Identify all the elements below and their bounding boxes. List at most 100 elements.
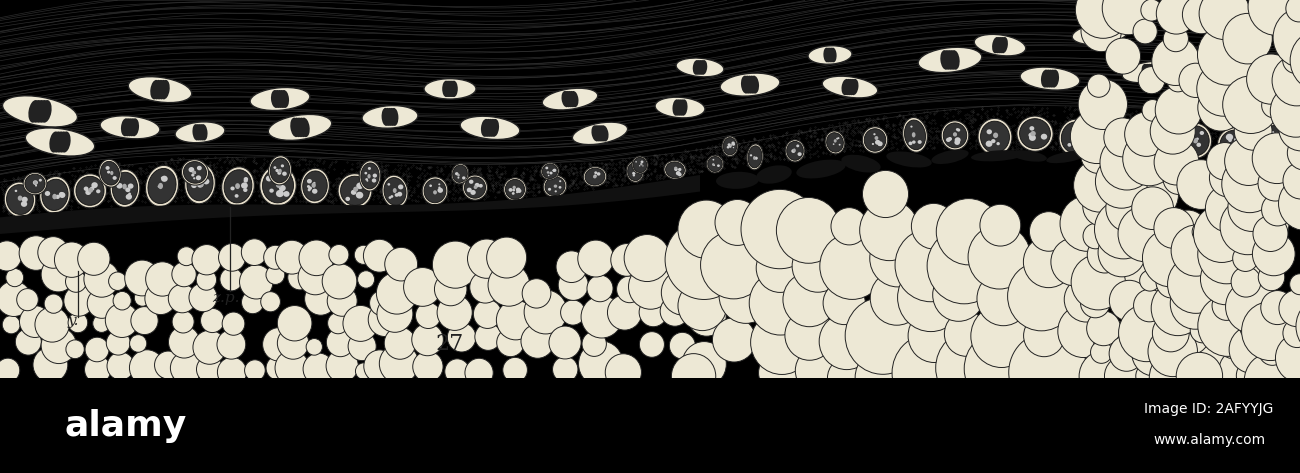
Ellipse shape <box>295 118 306 137</box>
Ellipse shape <box>679 168 681 171</box>
Ellipse shape <box>1154 139 1199 185</box>
Ellipse shape <box>49 131 60 153</box>
Ellipse shape <box>176 122 225 143</box>
Ellipse shape <box>827 132 844 152</box>
Ellipse shape <box>364 239 395 272</box>
Ellipse shape <box>833 143 835 145</box>
Ellipse shape <box>749 271 811 335</box>
Ellipse shape <box>298 260 333 295</box>
Ellipse shape <box>1140 270 1160 291</box>
Ellipse shape <box>1072 24 1128 44</box>
Ellipse shape <box>971 305 1032 368</box>
Ellipse shape <box>1234 137 1242 143</box>
Ellipse shape <box>1136 363 1162 390</box>
Ellipse shape <box>554 184 558 188</box>
Ellipse shape <box>944 123 967 148</box>
Ellipse shape <box>521 324 554 358</box>
Ellipse shape <box>268 114 332 140</box>
Ellipse shape <box>313 182 316 184</box>
Ellipse shape <box>40 100 52 123</box>
Ellipse shape <box>624 235 670 281</box>
Ellipse shape <box>121 118 130 136</box>
Ellipse shape <box>792 149 796 153</box>
Ellipse shape <box>84 261 120 297</box>
Ellipse shape <box>1123 131 1176 186</box>
Ellipse shape <box>1216 75 1225 92</box>
Ellipse shape <box>42 179 68 210</box>
Ellipse shape <box>200 124 208 140</box>
Ellipse shape <box>126 118 134 136</box>
Ellipse shape <box>1124 200 1183 261</box>
Ellipse shape <box>312 189 317 194</box>
Ellipse shape <box>192 124 200 140</box>
Ellipse shape <box>434 272 467 306</box>
Ellipse shape <box>640 332 664 357</box>
Ellipse shape <box>276 90 285 108</box>
Ellipse shape <box>1205 184 1252 232</box>
Ellipse shape <box>25 174 46 193</box>
Ellipse shape <box>386 108 394 126</box>
Ellipse shape <box>831 208 867 245</box>
Ellipse shape <box>741 76 750 94</box>
Ellipse shape <box>731 143 732 147</box>
Ellipse shape <box>750 310 814 375</box>
Ellipse shape <box>793 149 796 152</box>
Ellipse shape <box>390 195 394 198</box>
Ellipse shape <box>377 272 417 314</box>
Ellipse shape <box>545 166 549 169</box>
Ellipse shape <box>547 175 550 176</box>
Ellipse shape <box>1170 271 1217 318</box>
Ellipse shape <box>560 300 585 325</box>
Ellipse shape <box>240 183 248 189</box>
Ellipse shape <box>968 225 1031 289</box>
Ellipse shape <box>68 313 87 333</box>
Ellipse shape <box>588 275 614 302</box>
Ellipse shape <box>953 132 957 137</box>
Ellipse shape <box>1141 99 1164 121</box>
Ellipse shape <box>194 177 195 179</box>
Ellipse shape <box>838 144 841 146</box>
Ellipse shape <box>1083 186 1122 226</box>
Ellipse shape <box>1178 123 1212 158</box>
Ellipse shape <box>675 99 682 116</box>
Ellipse shape <box>1031 131 1036 136</box>
Ellipse shape <box>244 360 265 381</box>
Ellipse shape <box>1218 22 1262 39</box>
Ellipse shape <box>746 144 763 170</box>
Ellipse shape <box>17 289 38 311</box>
Ellipse shape <box>992 37 1000 53</box>
Ellipse shape <box>126 194 133 200</box>
Ellipse shape <box>1071 254 1126 310</box>
Ellipse shape <box>1072 128 1076 131</box>
Ellipse shape <box>398 184 403 189</box>
Ellipse shape <box>677 173 681 176</box>
Ellipse shape <box>463 175 488 200</box>
Ellipse shape <box>273 90 282 108</box>
Ellipse shape <box>1219 75 1228 92</box>
Ellipse shape <box>697 60 703 75</box>
Ellipse shape <box>385 327 416 359</box>
Ellipse shape <box>666 220 744 299</box>
Ellipse shape <box>34 181 36 184</box>
Ellipse shape <box>599 125 608 141</box>
Ellipse shape <box>361 163 380 189</box>
Ellipse shape <box>1192 221 1213 242</box>
Ellipse shape <box>1156 227 1232 306</box>
Ellipse shape <box>276 240 308 274</box>
Ellipse shape <box>1074 137 1079 141</box>
Ellipse shape <box>1100 135 1154 190</box>
Ellipse shape <box>878 143 880 146</box>
Ellipse shape <box>442 81 450 97</box>
Ellipse shape <box>177 247 196 266</box>
Ellipse shape <box>1248 0 1300 35</box>
Ellipse shape <box>1083 223 1108 249</box>
Ellipse shape <box>1221 130 1249 158</box>
Ellipse shape <box>188 283 217 312</box>
Ellipse shape <box>1009 332 1088 413</box>
Ellipse shape <box>1279 290 1300 327</box>
Ellipse shape <box>581 296 623 338</box>
Ellipse shape <box>718 165 720 167</box>
Ellipse shape <box>117 183 122 189</box>
Ellipse shape <box>78 242 111 275</box>
Ellipse shape <box>785 140 805 162</box>
